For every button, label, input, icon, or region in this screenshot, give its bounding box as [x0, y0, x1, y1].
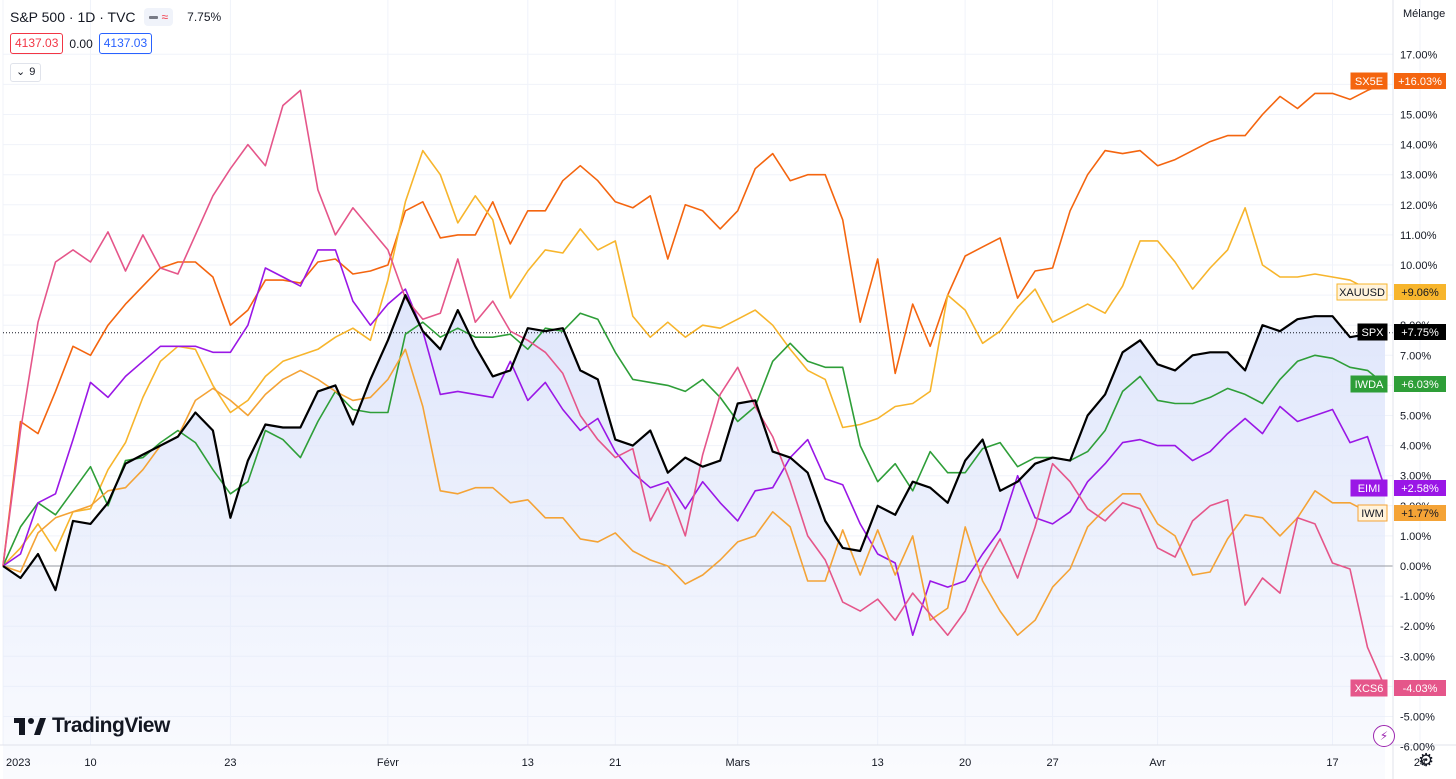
y-tick-label: 11.00% [1400, 230, 1437, 242]
symbol-title[interactable]: S&P 500 · 1D · TVC [10, 9, 136, 25]
y-tick-label: 4.00% [1400, 441, 1431, 453]
series-name-text: XAUUSD [1339, 287, 1385, 299]
series-value-box [1394, 505, 1446, 521]
scale-mode-label[interactable]: Mélange [1403, 8, 1446, 20]
series-label-spx[interactable]: SPX +7.75% [1357, 323, 1446, 341]
y-tick-label: 15.00% [1400, 110, 1438, 122]
wave-icon: ≈ [161, 10, 169, 24]
legend-toggle[interactable]: ≈ [143, 8, 174, 26]
series-line-xcs6 [2, 89, 1386, 688]
y-tick-label: 0.00% [1400, 561, 1431, 573]
gear-icon[interactable]: ⚙ [1418, 750, 1435, 770]
series-value-box [1394, 73, 1446, 89]
series-name-box [1350, 679, 1388, 697]
indicators-toggle[interactable]: ⌄ 9 [10, 63, 42, 82]
series-name-box [1336, 283, 1388, 301]
series-name-text: SX5E [1355, 76, 1383, 88]
y-tick-label: 12.00% [1400, 200, 1438, 212]
series-value-box [1394, 680, 1446, 696]
chart-legend-header: S&P 500 · 1D · TVC ≈ 7.75% [10, 8, 221, 26]
tradingview-logo[interactable]: TradingView [14, 714, 170, 738]
series-line-iwda [2, 312, 1386, 567]
spread-value: 0.00 [69, 36, 93, 51]
series-value-text: +9.06% [1401, 287, 1439, 299]
series-value-text: -4.03% [1403, 683, 1438, 695]
buy-price-box[interactable]: 4137.03 [98, 33, 153, 54]
series-name-text: EIMI [1358, 483, 1381, 495]
x-tick-label: Avr [1149, 757, 1166, 769]
y-tick-label: 10.00% [1400, 260, 1438, 272]
lightning-icon[interactable]: ⚡ [1373, 725, 1395, 747]
tradingview-logo-icon [14, 718, 46, 735]
price-row: 4137.03 0.00 4137.03 [10, 33, 153, 54]
change-percent: 7.75% [187, 10, 222, 24]
x-tick-label: 17 [1326, 757, 1338, 769]
y-tick-label: 3.00% [1400, 471, 1431, 483]
series-value-text: +6.03% [1401, 379, 1439, 391]
y-tick-label: 1.00% [1400, 531, 1431, 543]
series-line-sx5e [2, 82, 1386, 567]
sell-price-box[interactable]: 4137.03 [10, 33, 64, 54]
series-label-iwda[interactable]: IWDA +6.03% [1350, 375, 1446, 393]
logo-text: TradingView [52, 714, 170, 737]
series-value-text: +2.58% [1401, 483, 1439, 495]
y-tick-label: -3.00% [1400, 651, 1435, 663]
y-tick-label: -1.00% [1400, 591, 1435, 603]
chevron-down-icon: ⌄ [16, 66, 26, 78]
x-tick-label: 27 [1046, 757, 1058, 769]
series-value-text: +16.03% [1398, 76, 1442, 88]
y-tick-label: 13.00% [1400, 170, 1438, 182]
series-label-xcs6[interactable]: XCS6 -4.03% [1350, 679, 1446, 697]
x-tick-label: 24 [1414, 757, 1426, 769]
series-name-box [1350, 375, 1388, 393]
indicator-count: 9 [29, 66, 36, 78]
series-line-spx [2, 294, 1386, 592]
y-tick-label: 14.00% [1400, 140, 1438, 152]
x-tick-label: 23 [224, 757, 236, 769]
series-label-iwm[interactable]: IWM +1.77% [1357, 504, 1446, 522]
series-name-box [1350, 479, 1388, 497]
series-name-text: IWDA [1355, 379, 1384, 391]
series-value-box [1394, 376, 1446, 392]
series-label-eimi[interactable]: EIMI +2.58% [1350, 479, 1446, 497]
x-tick-label: Févr [377, 757, 399, 769]
series-name-box [1357, 323, 1388, 341]
y-tick-label: -6.00% [1400, 742, 1435, 754]
x-tick-label: 10 [84, 757, 96, 769]
series-name-text: SPX [1361, 327, 1384, 339]
series-line-iwm [2, 348, 1386, 637]
y-tick-label: -2.00% [1400, 621, 1435, 633]
series-name-box [1357, 504, 1388, 522]
series-value-box [1394, 480, 1446, 496]
series-value-box [1394, 324, 1446, 340]
series-name-text: IWM [1361, 508, 1384, 520]
series-name-text: XCS6 [1355, 683, 1384, 695]
series-value-text: +7.75% [1401, 327, 1439, 339]
y-tick-label: 7.00% [1400, 350, 1431, 362]
y-tick-label: 17.00% [1400, 49, 1438, 61]
x-tick-label: 13 [872, 757, 884, 769]
x-tick-label: Mars [726, 757, 751, 769]
series-line-xauusd [2, 149, 1386, 567]
series-value-box [1394, 284, 1446, 300]
series-label-sx5e[interactable]: SX5E +16.03% [1350, 72, 1446, 90]
x-tick-label: 2023 [6, 757, 30, 769]
series-value-text: +1.77% [1401, 508, 1439, 520]
x-tick-label: 20 [959, 757, 971, 769]
series-name-box [1350, 72, 1388, 90]
y-tick-label: 5.00% [1400, 411, 1431, 423]
series-label-xauusd[interactable]: XAUUSD +9.06% [1336, 283, 1446, 301]
dash-icon [148, 15, 158, 19]
x-tick-label: 21 [609, 757, 621, 769]
x-tick-label: 13 [522, 757, 534, 769]
y-tick-label: -5.00% [1400, 712, 1435, 724]
